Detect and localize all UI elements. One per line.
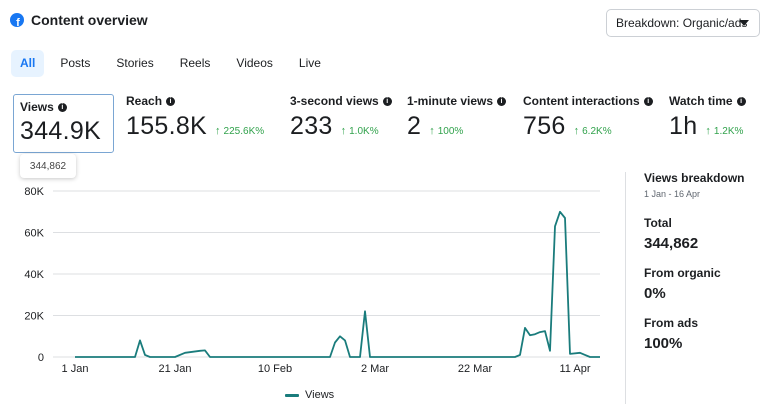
tab-reels[interactable]: Reels (179, 56, 211, 70)
metric-delta: ↑ 100% (429, 125, 464, 137)
y-tick-label: 0 (38, 352, 44, 364)
metric-label: 3-second views (290, 94, 379, 108)
x-tick-label: 11 Apr (560, 363, 591, 375)
info-icon[interactable]: i (643, 96, 653, 106)
views-tooltip: 344,862 (20, 154, 76, 178)
tab-live[interactable]: Live (298, 56, 321, 70)
info-icon[interactable]: i (382, 96, 392, 106)
y-tick-label: 40K (24, 269, 44, 281)
metric-value: 233 (290, 112, 333, 140)
chart-legend[interactable]: Views (285, 389, 334, 401)
metric-delta: ↑ 1.2K% (705, 125, 744, 137)
metric-watch-time[interactable]: Watch time i 1h ↑ 1.2K% (669, 94, 746, 141)
metric-label: Content interactions (523, 94, 640, 108)
metric-label: Views (20, 100, 54, 114)
metric-label: 1-minute views (407, 94, 494, 108)
metric-value: 1h (669, 112, 698, 140)
metric-label: Watch time (669, 94, 733, 108)
metric-content-interactions[interactable]: Content interactions i 756 ↑ 6.2K% (523, 94, 653, 141)
y-tick-label: 60K (24, 228, 44, 240)
tab-videos[interactable]: Videos (236, 56, 273, 70)
tab-posts[interactable]: Posts (60, 56, 91, 70)
x-tick-label: 10 Feb (258, 363, 292, 375)
legend-label: Views (305, 389, 335, 401)
info-icon[interactable]: i (497, 96, 507, 106)
breakdown-title: Views breakdown (644, 171, 745, 185)
x-tick-label: 22 Mar (458, 363, 493, 375)
views-chart[interactable]: 0 20K 40K 60K 80K 1 Jan 21 Jan 10 Feb 2 Mar 22 Ma… (0, 176, 610, 409)
legend-swatch (285, 393, 299, 397)
metric-delta: ↑ 1.0K% (340, 125, 379, 137)
caret-down-icon (739, 20, 749, 26)
content-type-tabs: All Posts Stories Reels Videos Live (11, 50, 337, 77)
metric-views[interactable]: Views i 344.9K (13, 94, 114, 153)
x-tick-label: 1 Jan (62, 363, 89, 375)
metric-label: Reach (126, 94, 163, 108)
breakdown-dropdown[interactable]: Breakdown: Organic/ads (606, 9, 760, 37)
arrow-up-icon: ↑ (705, 125, 711, 137)
total-value: 344,862 (644, 235, 699, 252)
metric-value: 756 (523, 112, 566, 140)
ads-label: From ads (644, 316, 699, 330)
metric-delta: ↑ 225.6K% (215, 125, 265, 137)
divider (625, 172, 626, 404)
views-line-chart[interactable]: 0 20K 40K 60K 80K 1 Jan 21 Jan 10 Feb 2 Mar 22 Ma… (0, 176, 610, 386)
arrow-up-icon: ↑ (429, 125, 435, 137)
breakdown-label: Breakdown: Organic/ads (616, 16, 748, 30)
arrow-up-icon: ↑ (215, 125, 221, 137)
arrow-up-icon: ↑ (573, 125, 580, 137)
date-range: 1 Jan - 16 Apr (644, 189, 701, 199)
metric-3-second-views[interactable]: 3-second views i 233 ↑ 1.0K% (290, 94, 392, 141)
organic-label: From organic (644, 266, 721, 280)
metric-value: 344.9K (20, 117, 102, 145)
series-line-views[interactable] (75, 210, 600, 358)
total-label: Total (644, 216, 672, 230)
info-icon[interactable]: i (166, 96, 176, 106)
info-icon[interactable]: i (57, 102, 67, 112)
metric-value: 155.8K (126, 112, 208, 140)
y-tick-label: 20K (24, 311, 44, 323)
page-title: Content overview (31, 12, 148, 28)
metric-delta: ↑ 6.2K% (573, 125, 612, 137)
facebook-icon: f (10, 13, 24, 27)
x-tick-label: 21 Jan (158, 363, 191, 375)
metric-1-minute-views[interactable]: 1-minute views i 2 ↑ 100% (407, 94, 507, 141)
metric-value: 2 (407, 112, 422, 140)
ads-value: 100% (644, 335, 683, 352)
tab-all[interactable]: All (11, 50, 45, 77)
organic-value: 0% (644, 285, 666, 302)
x-tick-label: 2 Mar (361, 363, 389, 375)
header: f Content overview (10, 12, 148, 28)
metric-reach[interactable]: Reach i 155.8K ↑ 225.6K% (126, 94, 264, 141)
y-tick-label: 80K (24, 186, 44, 198)
info-icon[interactable]: i (736, 96, 746, 106)
arrow-up-icon: ↑ (340, 125, 347, 137)
tab-stories[interactable]: Stories (116, 56, 154, 70)
